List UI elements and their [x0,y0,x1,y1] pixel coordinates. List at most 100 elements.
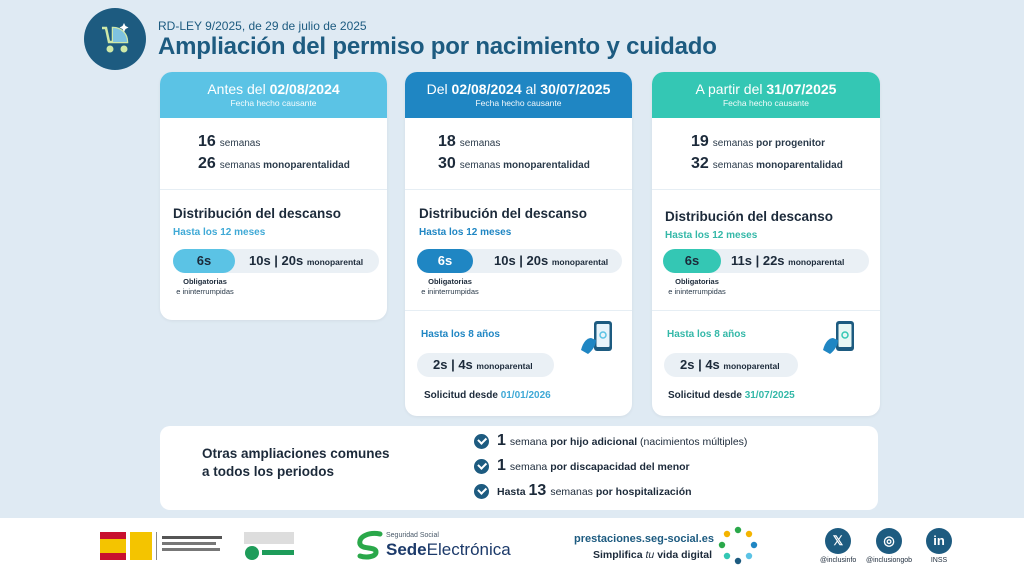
mandatory-note: Obligatorias e ininterrumpidas [160,277,250,297]
page-title: Ampliación del permiso por nacimiento y … [158,33,717,60]
mandatory-label: Obligatorias [428,277,472,286]
weeks-summary: 19 semanas por progenitor 32 semanas monop… [691,131,843,175]
weeks-label: semanas [712,138,757,149]
weeks-summary: 16 semanas 26 semanas monoparentalidad [198,131,350,175]
item-number: 1 [497,457,506,474]
distribution-bar: 6s 10s | 20s monoparental [417,249,622,273]
extra-leave-bar: 2s | 4s monoparental [664,353,798,377]
weeks-label: semanas [712,160,757,171]
extra-weeks: 2s | 4s [433,357,477,372]
sede-title: SedeElectrónica [386,540,511,560]
social-linkedin[interactable]: in INSS [924,528,954,564]
sede-electronica-logo [357,531,383,560]
item-unit: semanas [550,486,596,498]
smartphone-hand-icon [823,321,854,354]
remaining-weeks-value: 10s | 20s [249,253,307,268]
up-to-12-months: Hasta los 12 meses [173,227,266,238]
extension-item: 1 semana por hijo adicional (nacimientos … [474,431,747,451]
divider [652,310,880,311]
item-reason: por hijo adicional [550,436,638,448]
period-card-transition: Del 02/08/2024 al 30/07/2025 Fecha hecho… [405,72,632,416]
request-date-value: 31/07/2025 [744,390,795,401]
remaining-weeks: 11s | 22s monoparental [731,249,844,273]
period-date-start: 02/08/2024 [451,81,522,97]
sede-title-b: Electrónica [426,540,511,559]
period-header: Del 02/08/2024 al 30/07/2025 Fecha hecho… [405,72,632,118]
weeks-label: semanas [459,160,504,171]
checkmark-icon [474,483,489,499]
divider [160,189,387,190]
extra-weeks: 2s | 4s [680,357,724,372]
checkmark-icon [474,458,489,474]
social-handle: @inclusiongob [865,557,913,564]
weeks-number: 16 [198,133,216,150]
single-parent-label: monoparental [551,257,609,267]
mandatory-label: Obligatorias [675,277,719,286]
period-date: 31/07/2025 [766,81,837,97]
remaining-weeks: 10s | 20s monoparental [249,249,363,273]
extension-item: 1 semana por discapacidad del menor [474,456,690,476]
weeks-label: semanas [459,138,501,149]
single-parent-label: monoparental [306,257,364,267]
period-sublabel: Fecha hecho causante [230,98,317,108]
weeks-qualifier: por progenitor [756,138,826,149]
footer: Seguridad Social SedeElectrónica prestac… [0,518,1024,574]
item-reason: por hospitalización [595,486,692,498]
uninterrupted-label: e ininterrumpidas [421,287,479,296]
divider [652,189,880,190]
weeks-summary: 18 semanas 30 semanas monoparentalidad [438,131,590,175]
linkedin-icon[interactable]: in [926,528,952,554]
period-sublabel: Fecha hecho causante [475,98,562,108]
slogan-a: Simplifica [593,549,646,561]
extension-item: Hasta 13 semanas por hospitalización [474,481,692,501]
sede-small-label: Seguridad Social [386,532,439,539]
period-card-new: A partir del 31/07/2025 Fecha hecho caus… [652,72,880,416]
common-extensions-title: Otras ampliaciones comunes a todos los p… [202,445,390,481]
item-number: 13 [528,482,547,499]
weeks-number: 30 [438,155,456,172]
social-x[interactable]: 𝕏 @inclusinfo [820,528,856,564]
distribution-title: Distribución del descanso [419,206,588,221]
social-instagram[interactable]: ◎ @inclusiongob [864,528,914,564]
mandatory-weeks: 6s [417,249,473,273]
up-to-12-months: Hasta los 12 meses [419,227,512,238]
decree-reference: RD-LEY 9/2025, de 29 de julio de 2025 [158,19,367,33]
single-parent-label: monoparental [788,257,845,267]
single-parent-label: monoparental [476,361,533,371]
title-line-1: Otras ampliaciones comunes [202,446,390,461]
mandatory-label: Obligatorias [183,277,227,286]
smartphone-hand-icon [581,321,612,354]
slogan-b: tu [645,549,655,561]
mandatory-weeks: 6s [173,249,235,273]
period-label: A partir del [695,81,767,97]
item-unit: semana [509,436,551,448]
period-connector: al [521,81,541,97]
weeks-qualifier: monoparentalidad [503,160,590,171]
sede-title-a: Sede [386,540,427,559]
slogan-c: vida digital [654,549,713,561]
remaining-weeks: 10s | 20s monoparental [494,249,608,273]
request-label: Solicitud desde [668,390,745,401]
period-label: Antes del [207,81,270,97]
distribution-bar: 6s 11s | 22s monoparental [663,249,869,273]
distribution-title: Distribución del descanso [665,209,834,224]
uninterrupted-label: e ininterrumpidas [668,287,726,296]
remaining-weeks-value: 10s | 20s [494,253,552,268]
period-date: 02/08/2024 [269,81,340,97]
item-reason: por discapacidad del menor [550,461,690,473]
weeks-number: 19 [691,133,709,150]
request-date: Solicitud desde 31/07/2025 [668,390,795,401]
mandatory-note: Obligatorias e ininterrumpidas [405,277,495,297]
instagram-icon[interactable]: ◎ [876,528,902,554]
title-line-2: a todos los periodos [202,464,335,479]
site-link[interactable]: prestaciones.seg-social.es [574,533,715,545]
up-to-8-years: Hasta los 8 años [667,329,746,340]
header: RD-LEY 9/2025, de 29 de julio de 2025 Am… [0,0,1024,70]
weeks-qualifier: monoparentalidad [263,160,350,171]
up-to-12-months: Hasta los 12 meses [665,230,758,241]
weeks-number: 18 [438,133,456,150]
period-header: Antes del 02/08/2024 Fecha hecho causant… [160,72,387,118]
x-icon[interactable]: 𝕏 [825,528,851,554]
mandatory-note: Obligatorias e ininterrumpidas [652,277,742,297]
weeks-label: semanas [219,138,261,149]
